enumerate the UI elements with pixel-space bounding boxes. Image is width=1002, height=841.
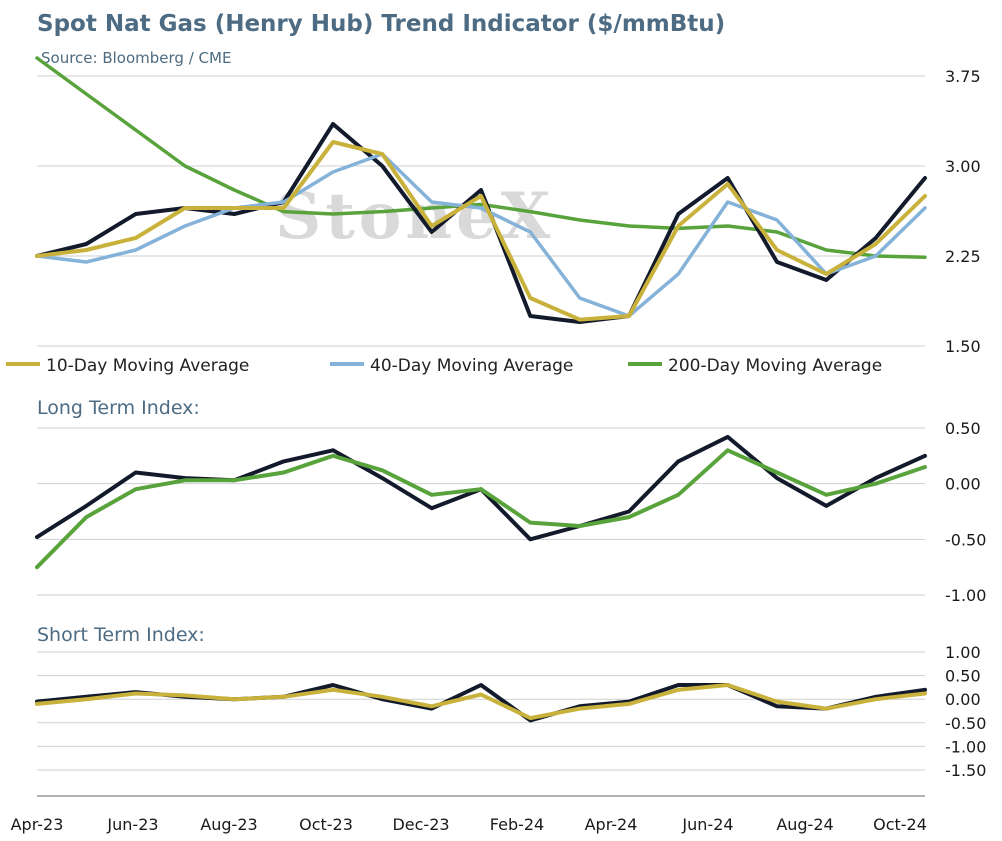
x-tick-label: Dec-23 <box>392 815 449 834</box>
legend: 10-Day Moving Average 40-Day Moving Aver… <box>6 356 882 376</box>
watermark-layer: StoneX <box>275 179 554 254</box>
y-tick-label-price: 2.25 <box>945 247 981 266</box>
y-tick-label-short: -1.00 <box>945 737 986 756</box>
short-term-panel-title: Short Term Index: <box>37 624 205 646</box>
y-tick-label-short: -1.50 <box>945 761 986 780</box>
y-tick-label-short: 1.00 <box>945 643 981 662</box>
x-tick-label: Jun-23 <box>106 815 158 834</box>
y-tick-label-short: 0.00 <box>945 690 981 709</box>
series-layer <box>35 56 927 723</box>
long-line-series-1 <box>35 448 927 570</box>
y-tick-label-price: 3.00 <box>945 157 981 176</box>
legend-label-ma40: 40-Day Moving Average <box>370 356 573 376</box>
x-tick-label: Aug-24 <box>776 815 833 834</box>
chart-title: Spot Nat Gas (Henry Hub) Trend Indicator… <box>37 11 725 37</box>
price-line-40-day-moving-average <box>35 152 927 318</box>
y-tick-label-price: 1.50 <box>945 337 981 356</box>
short-line-series-1 <box>35 683 927 721</box>
price-line-200-day-moving-average <box>35 56 927 259</box>
long-term-panel-title: Long Term Index: <box>37 397 200 419</box>
x-tick-label: Feb-24 <box>490 815 544 834</box>
legend-label-ma200: 200-Day Moving Average <box>668 356 882 376</box>
y-tick-label-long: -0.50 <box>945 530 986 549</box>
y-tick-label-long: -1.00 <box>945 586 986 605</box>
legend-label-ma10: 10-Day Moving Average <box>46 356 249 376</box>
watermark-stonex: StoneX <box>275 179 554 254</box>
y-tick-label-price: 3.75 <box>945 67 981 86</box>
x-tick-label: Oct-24 <box>873 815 927 834</box>
x-tick-label: Oct-23 <box>299 815 353 834</box>
y-tick-label-long: 0.50 <box>945 419 981 438</box>
x-tick-label: Aug-23 <box>200 815 257 834</box>
y-tick-label-long: 0.00 <box>945 475 981 494</box>
grid-layer <box>37 75 925 771</box>
y-tick-label-short: 0.50 <box>945 667 981 686</box>
tick-layer: 3.75 3.00 2.25 1.50 0.50 0.00 -0.50 -1.00 1.00 0.… <box>11 67 987 834</box>
x-tick-label: Apr-24 <box>585 815 638 834</box>
x-tick-label: Apr-23 <box>11 815 64 834</box>
x-tick-label: Jun-24 <box>681 815 733 834</box>
y-tick-label-short: -0.50 <box>945 714 986 733</box>
chart-source: Source: Bloomberg / CME <box>41 49 231 67</box>
price-line-10-day-moving-average <box>35 140 927 322</box>
